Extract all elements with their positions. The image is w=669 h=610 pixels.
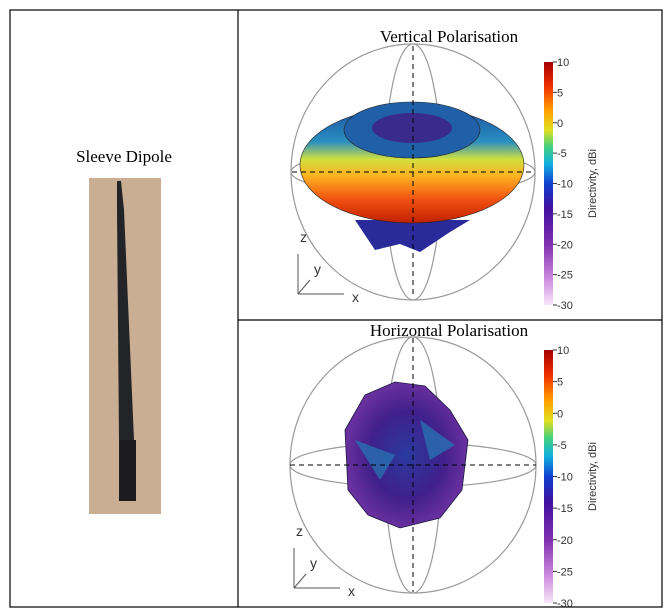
panel-title: Vertical Polarisation <box>380 27 519 46</box>
panel: Vertical Polarisation 10 5 0 -5 -10 -15 -20 -25 -… <box>291 27 599 312</box>
colorbar-tick-label: 0 <box>557 118 563 130</box>
colorbar-tick-label: -30 <box>557 300 573 312</box>
colorbar-tick-label: -10 <box>557 179 573 191</box>
axis-label: z <box>300 229 307 245</box>
colorbar-tick-label: 5 <box>557 377 563 389</box>
colorbar-tick-label: 0 <box>557 408 563 420</box>
axis-label: x <box>348 583 355 599</box>
left-title: Sleeve Dipole <box>76 147 172 166</box>
axis-label: y <box>310 555 317 571</box>
colorbar-tick-label: 5 <box>557 87 563 99</box>
axis-label: x <box>352 289 359 305</box>
colorbar <box>544 62 553 305</box>
colorbar-tick-label: -5 <box>557 148 567 160</box>
colorbar-tick-label: -20 <box>557 239 573 251</box>
colorbar-tick-label: -25 <box>557 566 573 578</box>
colorbar-tick-label: -15 <box>557 209 573 221</box>
colorbar-tick-label: -25 <box>557 270 573 282</box>
figure: Sleeve Dipole Vertical Polarisation 10 5 0 -… <box>0 0 669 610</box>
panel-title: Horizontal Polarisation <box>370 321 529 340</box>
axis-label: y <box>314 261 321 277</box>
colorbar-tick-label: 10 <box>557 57 569 69</box>
colorbar-tick-label: -5 <box>557 440 567 452</box>
colorbar-tick-label: -10 <box>557 472 573 484</box>
dipole-photo <box>89 178 161 514</box>
colorbar-tick-label: -20 <box>557 535 573 547</box>
axis-label: z <box>296 523 303 539</box>
colorbar-tick-label: -15 <box>557 503 573 515</box>
colorbar <box>544 350 553 603</box>
panel: Horizontal Polarisation 10 5 0 -5 -10 -15 -20 -2… <box>290 321 599 610</box>
colorbar-tick-label: 10 <box>557 345 569 357</box>
colorbar-label: Directivity, dBi <box>587 149 599 218</box>
colorbar-tick-label: -30 <box>557 598 573 610</box>
colorbar-label: Directivity, dBi <box>587 442 599 511</box>
